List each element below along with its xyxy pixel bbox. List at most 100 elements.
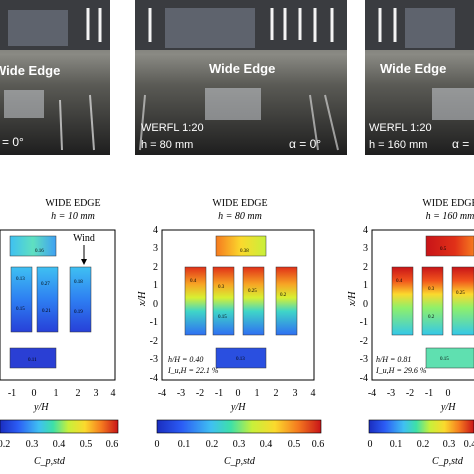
panel-3-intensity-label: I_u,H = 29.6 % [375,366,427,375]
tick-label: 0 [153,299,158,310]
panel-3-wall-1 [391,266,414,336]
tick-label: 3 [293,388,298,399]
panel-2-face-label: 0.3 [218,285,225,290]
tick-label: -1 [425,388,433,399]
panel-2-bottom [215,347,267,369]
panel-2-face-label: 0.25 [248,289,257,294]
panel-1-wall-2 [36,266,59,333]
panel-2-wall-1 [184,266,207,336]
tick-label: -4 [150,373,158,384]
panel-2-y-ticks: 4 3 2 1 0 -1 -2 -3 -4 [150,225,158,384]
tick-label: -2 [406,388,414,399]
tick-label: 0 [32,388,37,399]
tick-label: 1 [54,388,59,399]
photo-3: Wide Edge WERFL 1:20 h = 160 mm α = [365,0,474,155]
tick-label: 1 [255,388,260,399]
panel-2-face-label: 0.4 [190,279,197,284]
panel-2-title: WIDE EDGE [212,198,267,209]
panel-1-x-ticks: -1 0 1 2 3 4 [8,388,116,399]
photo-2-scale: WERFL 1:20 [141,122,204,134]
tick-label: 2 [363,262,368,273]
panel-3-xlabel: y/H [440,402,456,413]
panel-1-wall-1 [10,266,33,333]
tick-label: -4 [368,388,376,399]
panel-1-title: WIDE EDGE [45,198,100,209]
tick-label: 0.3 [443,439,456,450]
tick-label: -3 [150,354,158,365]
panel-2-wall-4 [275,266,298,336]
tick-label: 4 [363,225,368,236]
colorbar-2-label: C_p,std [224,456,256,467]
panel-3-ratio-label: h/H = 0.81 [376,355,411,364]
tick-label: 0 [155,439,160,450]
tick-label: 0.3 [26,439,39,450]
panel-1: WIDE EDGE h = 10 mm Wind 0.16 0.13 0.27 … [0,198,116,413]
panel-3-ylabel: x/H [347,291,358,307]
tick-label: 2 [153,262,158,273]
colorbar-1-label: C_p,std [34,456,66,467]
tick-label: 0.1 [178,439,191,450]
colorbar-3-label: C_p,std [432,456,464,467]
tick-label: 0 [368,439,373,450]
wind-arrowhead-icon [81,259,87,265]
panel-2-roof [215,235,267,257]
tick-label: 0.2 [206,439,219,450]
panel-3-height-label: h = 160 mm [426,211,474,222]
panel-1-bottom [9,347,57,369]
photo-3-scale: WERFL 1:20 [369,122,432,134]
panel-1-face-label: 0.11 [28,358,37,363]
panel-1-face-label: 0.13 [16,277,25,282]
tick-label: -1 [150,317,158,328]
photo-1-title: Wide Edge [0,63,60,78]
panel-1-height-label: h = 10 mm [51,211,95,222]
panel-2-ylabel: x/H [137,291,148,307]
tick-label: 0.5 [80,439,93,450]
panel-3-title: WIDE EDGE [422,198,474,209]
colorbar-3: 0 0.1 0.2 0.3 0.4 C_p,std [368,419,474,467]
panel-1-roof [9,235,57,257]
tick-label: 3 [363,243,368,254]
tick-label: 0 [446,388,451,399]
panel-1-face-label: 0.18 [74,280,83,285]
panel-3-y-ticks: 4 3 2 1 0 -1 -2 -3 -4 [360,225,368,384]
panel-2-wall-2 [212,266,235,336]
photo-2-h: h = 80 mm [141,139,193,151]
tick-label: -1 [360,317,368,328]
panel-1-face-label: 0.27 [41,282,50,287]
panel-1-wind-label: Wind [73,233,95,244]
colorbar-1: 0.2 0.3 0.4 0.5 0.6 C_p,std [0,419,119,467]
tick-label: -4 [360,373,368,384]
panel-2-wall-3 [242,266,265,336]
panel-3-face-label: 0.15 [440,357,449,362]
tick-label: 1 [363,280,368,291]
tick-label: 0.5 [288,439,301,450]
panel-3-face-label: 0.4 [396,279,403,284]
panel-1-xlabel: y/H [33,402,49,413]
panel-3-roof [425,235,474,257]
panel-1-face-label: 0.19 [74,310,83,315]
panel-2-ratio-label: h/H = 0.40 [168,355,203,364]
tick-label: 4 [111,388,116,399]
photo-2-alpha: α = 0° [289,137,321,151]
panel-3: WIDE EDGE h = 160 mm 4 3 2 1 0 -1 -2 -3 … [347,198,474,413]
tick-label: 0.2 [417,439,430,450]
panel-1-face-label: 0.16 [35,249,44,254]
panel-2-x-ticks: -4 -3 -2 -1 0 1 2 3 4 [158,388,316,399]
tick-label: -3 [360,354,368,365]
tick-label: -3 [177,388,185,399]
tick-label: 0.6 [312,439,325,450]
panel-3-bottom [425,347,474,369]
panel-3-wall-2 [421,266,444,336]
tick-label: 4 [153,225,158,236]
photo-3-h: h = 160 mm [369,139,427,151]
panel-3-x-ticks: -4 -3 -2 -1 0 [368,388,451,399]
panel-2-intensity-label: I_u,H = 22.1 % [167,366,219,375]
tick-label: 0.4 [464,439,474,450]
tick-label: -1 [8,388,16,399]
colorbar-2: 0 0.1 0.2 0.3 0.4 0.5 0.6 C_p,std [155,419,325,467]
tick-label: 0.3 [233,439,246,450]
photo-1: Wide Edge = 0° [0,0,110,155]
tick-label: 1 [153,280,158,291]
panel-1-wall-3 [69,266,92,333]
